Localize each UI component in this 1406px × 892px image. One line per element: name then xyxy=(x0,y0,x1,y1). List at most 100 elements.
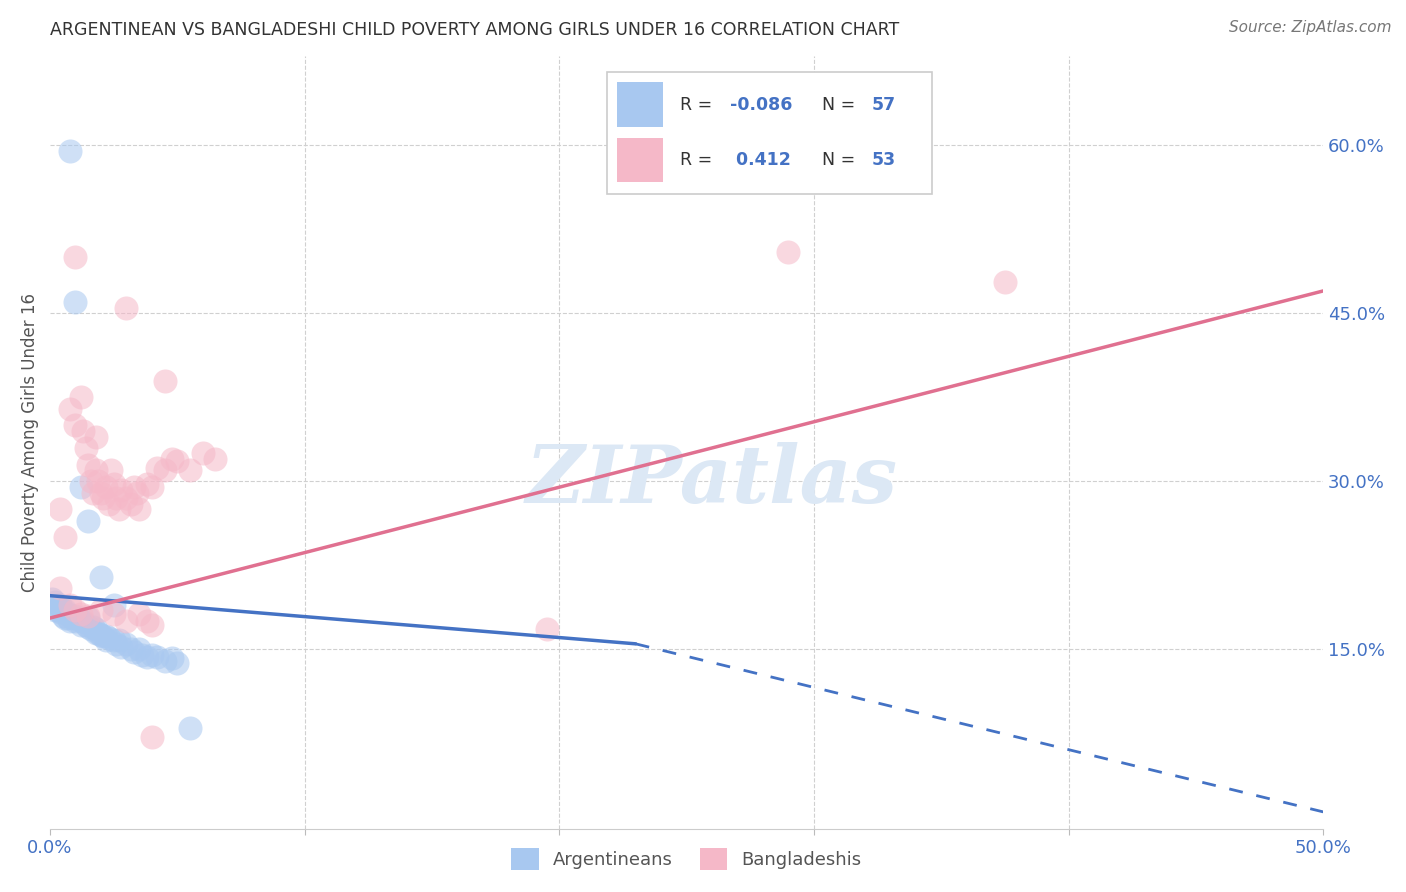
Point xyxy=(84,622,107,636)
Point xyxy=(131,648,153,662)
Point xyxy=(100,463,122,477)
Point xyxy=(166,656,188,670)
Point xyxy=(90,628,112,642)
Point xyxy=(103,607,125,621)
Point xyxy=(90,485,112,500)
Point xyxy=(135,650,157,665)
Point xyxy=(120,497,142,511)
Point xyxy=(65,615,87,629)
Point xyxy=(153,654,176,668)
Point xyxy=(65,418,87,433)
Point xyxy=(110,640,132,655)
Point xyxy=(59,401,82,416)
Point xyxy=(90,603,112,617)
Point xyxy=(59,608,82,623)
Point xyxy=(84,463,107,477)
Point xyxy=(160,452,183,467)
Point xyxy=(69,615,91,629)
Point xyxy=(77,514,100,528)
Point xyxy=(94,629,117,643)
Point xyxy=(49,606,72,620)
Point xyxy=(94,480,117,494)
Point xyxy=(778,244,800,259)
Point xyxy=(75,617,97,632)
Point xyxy=(120,642,142,657)
Point xyxy=(82,485,104,500)
Point xyxy=(141,648,163,662)
Point xyxy=(115,615,138,629)
Point xyxy=(53,603,76,617)
Point xyxy=(107,502,129,516)
Point xyxy=(44,603,66,617)
Point xyxy=(65,250,87,264)
Point xyxy=(141,480,163,494)
Point xyxy=(191,446,214,460)
Point xyxy=(105,637,128,651)
Point xyxy=(59,615,82,629)
Point xyxy=(52,603,75,617)
Point xyxy=(56,611,79,625)
Text: Source: ZipAtlas.com: Source: ZipAtlas.com xyxy=(1229,20,1392,35)
Point xyxy=(103,633,125,648)
Point xyxy=(49,581,72,595)
Point xyxy=(41,592,63,607)
Point xyxy=(80,622,103,636)
Point xyxy=(122,480,145,494)
Point xyxy=(59,598,82,612)
Point xyxy=(75,441,97,455)
Point xyxy=(125,485,148,500)
Point xyxy=(65,603,87,617)
Y-axis label: Child Poverty Among Girls Under 16: Child Poverty Among Girls Under 16 xyxy=(21,293,39,591)
Point xyxy=(65,608,87,623)
Point xyxy=(66,611,89,625)
Point xyxy=(107,633,129,648)
Point xyxy=(141,730,163,744)
Point xyxy=(80,475,103,489)
Point xyxy=(128,502,150,516)
Point xyxy=(93,491,115,506)
Point xyxy=(77,620,100,634)
Point xyxy=(87,625,110,640)
Point xyxy=(110,483,132,498)
Point xyxy=(97,497,120,511)
Point xyxy=(103,476,125,491)
Point xyxy=(115,637,138,651)
Point xyxy=(69,390,91,404)
Point xyxy=(69,607,91,621)
Point xyxy=(62,611,84,625)
Point xyxy=(77,458,100,472)
Point xyxy=(179,463,201,477)
Point xyxy=(53,611,76,625)
Point xyxy=(49,502,72,516)
Point xyxy=(536,622,558,636)
Point xyxy=(153,463,176,477)
Point xyxy=(97,632,120,646)
Point xyxy=(93,629,115,643)
Point xyxy=(87,475,110,489)
Point xyxy=(153,374,176,388)
Point xyxy=(160,651,183,665)
Point xyxy=(128,607,150,621)
Point xyxy=(115,301,138,315)
Point xyxy=(44,595,66,609)
Point xyxy=(141,617,163,632)
Point xyxy=(105,491,128,506)
Point xyxy=(72,615,94,629)
Point xyxy=(146,650,169,665)
Point xyxy=(115,491,138,506)
Point xyxy=(135,615,157,629)
Point xyxy=(52,608,75,623)
Point xyxy=(135,476,157,491)
Point xyxy=(146,461,169,475)
Point xyxy=(84,625,107,640)
Point xyxy=(46,598,69,612)
Point xyxy=(49,598,72,612)
Point xyxy=(77,608,100,623)
Point xyxy=(122,645,145,659)
Point xyxy=(204,452,226,467)
Point xyxy=(69,480,91,494)
Point xyxy=(94,633,117,648)
Point xyxy=(69,617,91,632)
Text: ARGENTINEAN VS BANGLADESHI CHILD POVERTY AMONG GIRLS UNDER 16 CORRELATION CHART: ARGENTINEAN VS BANGLADESHI CHILD POVERTY… xyxy=(51,21,900,39)
Text: ZIPatlas: ZIPatlas xyxy=(526,442,898,519)
